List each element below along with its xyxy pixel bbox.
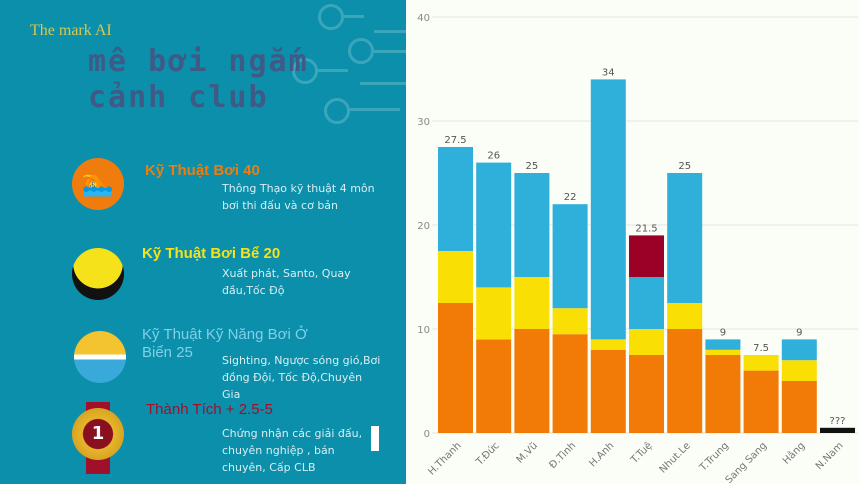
sea-swimmer-icon: [74, 331, 126, 383]
bar-segment: [667, 303, 703, 329]
bar-segment: [629, 277, 664, 329]
x-tick-label: Sang Sang: [724, 440, 770, 484]
data-label: 25: [526, 161, 539, 172]
item-desc: Chứng nhận các giải đấu, chuyên nghiệp ,…: [222, 427, 363, 474]
x-tick-label: T.Tuệ: [628, 440, 655, 467]
y-tick-label: 40: [417, 13, 430, 24]
bar-segment: [514, 277, 550, 329]
y-tick-label: 30: [417, 117, 430, 128]
text-cursor-box: [371, 426, 379, 451]
bar-segment: [820, 427, 855, 433]
bar-segment: [590, 79, 626, 340]
medal-icon: 1: [72, 408, 124, 460]
bar-segment: [476, 162, 512, 288]
bar-segment: [514, 329, 550, 433]
bar-segment: [629, 235, 664, 277]
bar-segment: [438, 303, 473, 433]
swimmer-icon: 🏊: [72, 158, 124, 210]
x-tick-label: T.Đức: [473, 440, 502, 469]
bar-segment: [629, 329, 664, 355]
bar-segment: [781, 360, 817, 381]
club-title-line1: mê bơi ngắm: [88, 44, 309, 79]
x-tick-label: Hằng: [780, 439, 808, 467]
data-label: 7.5: [753, 343, 769, 354]
data-label: 34: [602, 67, 615, 78]
data-label: ???: [830, 416, 846, 427]
bar-segment: [590, 339, 626, 350]
y-tick-label: 20: [417, 221, 430, 232]
data-label: 27.5: [444, 135, 466, 146]
diver-icon: [72, 248, 124, 300]
bar-segment: [590, 349, 626, 433]
bar-segment: [552, 334, 588, 433]
item-heading: Kỹ Thuật Bơi Bể 20: [142, 245, 281, 262]
item-heading: Kỹ Thuật Bơi 40: [145, 162, 260, 179]
bar-segment: [629, 355, 664, 433]
bar-segment: [743, 355, 779, 371]
x-tick-label: H.Thanh: [426, 440, 463, 477]
x-tick-label: N.Nam: [814, 440, 846, 472]
y-tick-label: 0: [424, 429, 430, 440]
x-tick-label: H.Anh: [587, 440, 616, 469]
bar-segment: [476, 339, 512, 433]
bar-segment: [552, 204, 588, 309]
x-tick-label: Đ.Tình: [547, 440, 578, 471]
item-desc: Sighting, Ngược sóng gió,Bơi đồng Đội, T…: [222, 354, 381, 401]
x-tick-label: M.Vũ: [515, 440, 540, 465]
info-panel: The mark AI mê bơi ngắm cảnh club 🏊 Kỹ T…: [0, 0, 406, 484]
bar-segment: [667, 329, 703, 433]
item-heading: Kỹ Thuật Kỹ Năng Bơi Ở Biển 25: [142, 326, 308, 361]
item-desc: Thông Thạo kỹ thuật 4 môn bơi thi đấu và…: [222, 182, 375, 212]
data-label: 26: [487, 151, 500, 162]
item-desc: Xuất phát, Santo, Quay đầu,Tốc Độ: [222, 267, 351, 297]
bar-segment: [781, 339, 817, 361]
bar-segment: [514, 173, 550, 277]
item-heading: Thành Tích + 2.5-5: [146, 401, 273, 418]
bar-segment: [705, 349, 741, 355]
data-label: 21.5: [635, 223, 657, 234]
bar-segment: [705, 339, 741, 350]
data-label: 9: [796, 327, 802, 338]
y-tick-label: 10: [417, 325, 430, 336]
data-label: 22: [564, 192, 577, 203]
x-tick-label: T.Trung: [697, 440, 731, 474]
x-tick-label: Nhut.Le: [658, 440, 693, 475]
bar-segment: [705, 355, 741, 433]
brand-label: The mark AI: [30, 22, 112, 39]
bar-segment: [438, 251, 473, 303]
stacked-bar-chart: 0 10 20 30 40 27.5 H.Thanh 26 T.Đức 25 M.Vũ 22 Đ.Tìn…: [417, 13, 858, 484]
bar-segment: [743, 370, 779, 433]
data-label: 9: [720, 327, 726, 338]
bar-segment: [476, 287, 512, 340]
bar-segment: [781, 381, 817, 433]
bar-segment: [552, 308, 588, 335]
bar-segment: [438, 147, 473, 251]
data-label: 25: [678, 161, 691, 172]
club-title-line2: cảnh club: [88, 80, 269, 115]
bar-segment: [667, 173, 703, 303]
